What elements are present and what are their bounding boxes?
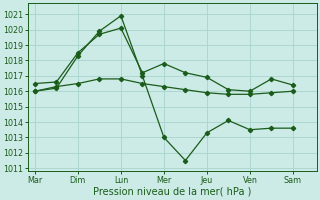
X-axis label: Pression niveau de la mer( hPa ): Pression niveau de la mer( hPa ) [93,187,252,197]
